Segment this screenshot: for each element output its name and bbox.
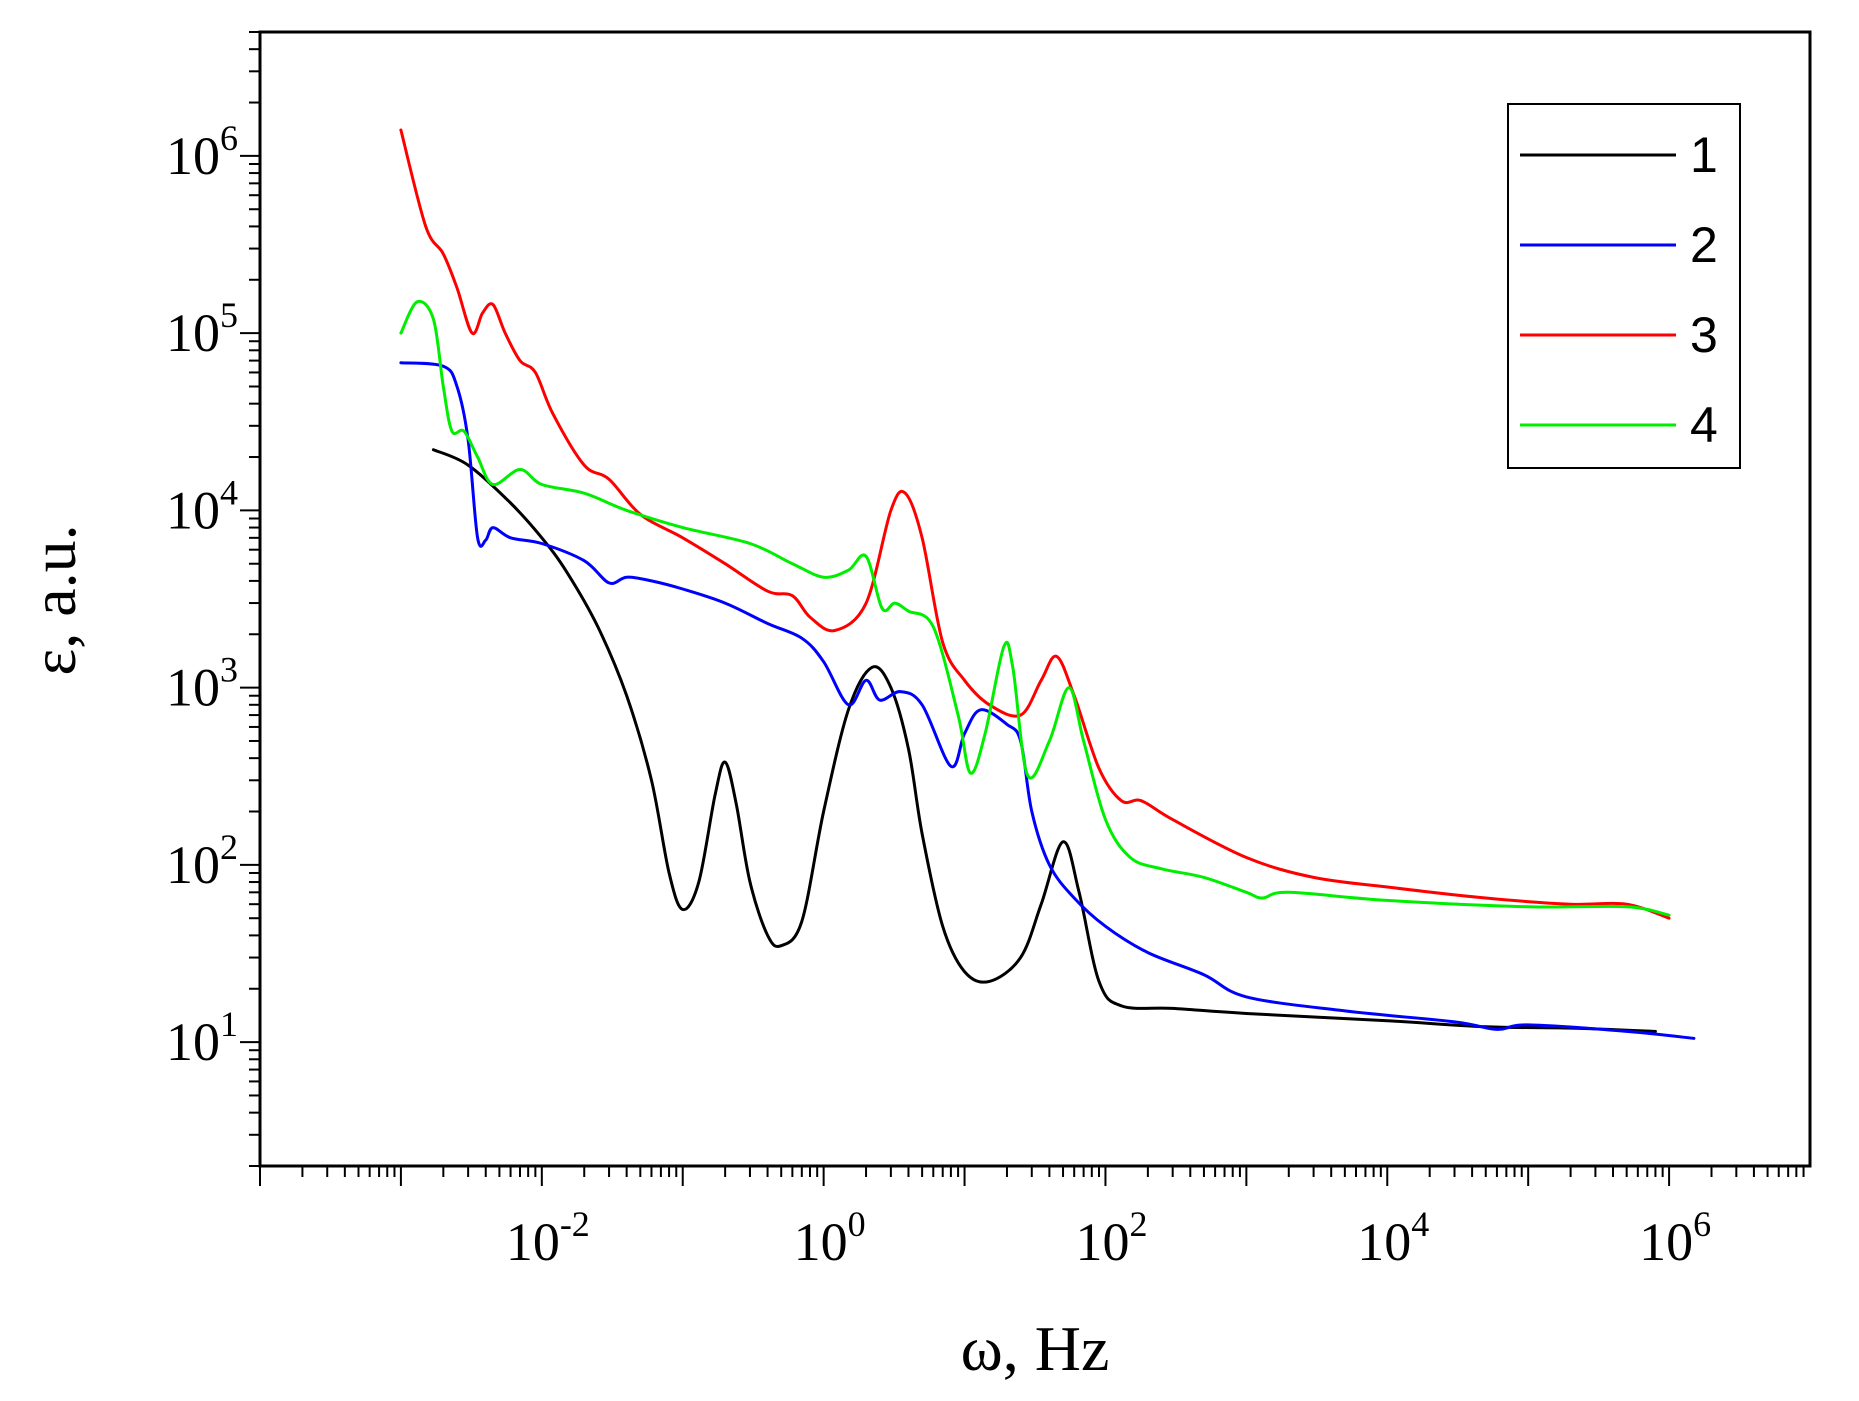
- x-axis-title: ω, Hz: [961, 1313, 1110, 1384]
- tick-exponent: 3: [220, 650, 238, 690]
- tick-exponent: 5: [220, 295, 238, 335]
- tick-base: 10: [166, 835, 220, 895]
- tick-exponent: 0: [848, 1204, 866, 1244]
- tick-base: 10: [1075, 1212, 1129, 1272]
- tick-base: 10: [794, 1212, 848, 1272]
- tick-base: 10: [166, 126, 220, 186]
- x-tick-label: 104: [1357, 1204, 1429, 1272]
- x-tick-label: 106: [1639, 1204, 1711, 1272]
- tick-exponent: 1: [220, 1004, 238, 1044]
- legend-label-4: 4: [1690, 397, 1718, 453]
- series-lines: [399, 128, 1696, 1040]
- y-tick-label: 101: [166, 1004, 238, 1072]
- series-line-4: [399, 299, 1671, 917]
- legend: 1 2 3 4: [1507, 103, 1741, 469]
- tick-exponent: 4: [1411, 1204, 1429, 1244]
- tick-base: 10: [506, 1212, 560, 1272]
- tick-base: 10: [1357, 1212, 1411, 1272]
- y-tick-label: 103: [166, 650, 238, 718]
- y-tick-label: 104: [166, 472, 238, 540]
- y-tick-label: 102: [166, 827, 238, 895]
- series-line-1: [431, 448, 1657, 1033]
- tick-base: 10: [166, 480, 220, 540]
- legend-label-3: 3: [1690, 307, 1718, 363]
- tick-exponent: 6: [1693, 1204, 1711, 1244]
- tick-base: 10: [166, 1012, 220, 1072]
- y-tick-label: 105: [166, 295, 238, 363]
- tick-exponent: 2: [1129, 1204, 1147, 1244]
- tick-exponent: 2: [220, 827, 238, 867]
- tick-base: 10: [1639, 1212, 1693, 1272]
- y-tick-label: 106: [166, 118, 238, 186]
- legend-label-2: 2: [1690, 217, 1718, 273]
- plot-area: [258, 30, 1812, 1168]
- tick-marks: [240, 31, 1805, 1186]
- tick-exponent: -2: [560, 1204, 590, 1244]
- tick-exponent: 6: [220, 118, 238, 158]
- x-tick-labels: 10-2 100 102 104 106: [506, 1204, 1711, 1272]
- x-tick-label: 10-2: [506, 1204, 590, 1272]
- tick-base: 10: [166, 303, 220, 363]
- tick-base: 10: [166, 658, 220, 718]
- x-tick-label: 100: [794, 1204, 866, 1272]
- series-line-3: [399, 128, 1671, 920]
- series-line-2: [399, 361, 1696, 1040]
- tick-exponent: 4: [220, 472, 238, 512]
- x-tick-label: 102: [1075, 1204, 1147, 1272]
- y-axis-title: ε, a.u.: [18, 524, 89, 675]
- legend-label-1: 1: [1690, 127, 1718, 183]
- legend-box: [1507, 103, 1741, 469]
